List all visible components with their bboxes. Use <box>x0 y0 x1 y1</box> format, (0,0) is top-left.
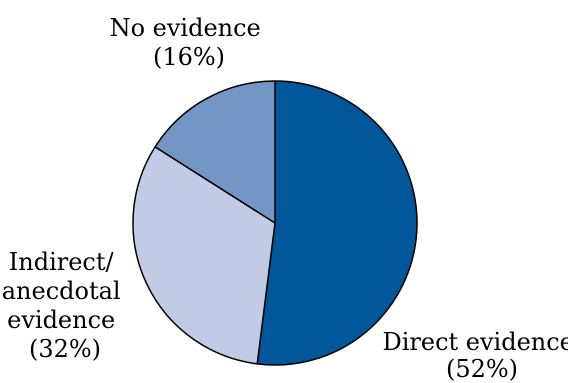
label-indirect-line-1: Indirect/ <box>9 248 115 276</box>
label-indirect-line-3: evidence <box>7 306 115 334</box>
label-direct-line-2: (52%) <box>446 355 518 383</box>
label-direct-evidence: Direct evidence (52%) <box>382 328 568 383</box>
label-no-evidence: No evidence (16%) <box>110 14 269 71</box>
slice-direct-evidence <box>256 80 418 366</box>
pie-slices <box>132 80 418 366</box>
slice-no-evidence <box>154 80 276 224</box>
label-no-evidence-line-2: (16%) <box>153 43 225 71</box>
label-no-evidence-line-1: No evidence <box>110 14 261 42</box>
label-direct-line-1: Direct evidence <box>382 328 568 356</box>
label-indirect-line-2: anecdotal <box>2 277 121 305</box>
label-indirect-anecdotal-evidence: Indirect/ anecdotal evidence (32%) <box>2 248 129 363</box>
label-indirect-line-4: (32%) <box>29 335 101 363</box>
